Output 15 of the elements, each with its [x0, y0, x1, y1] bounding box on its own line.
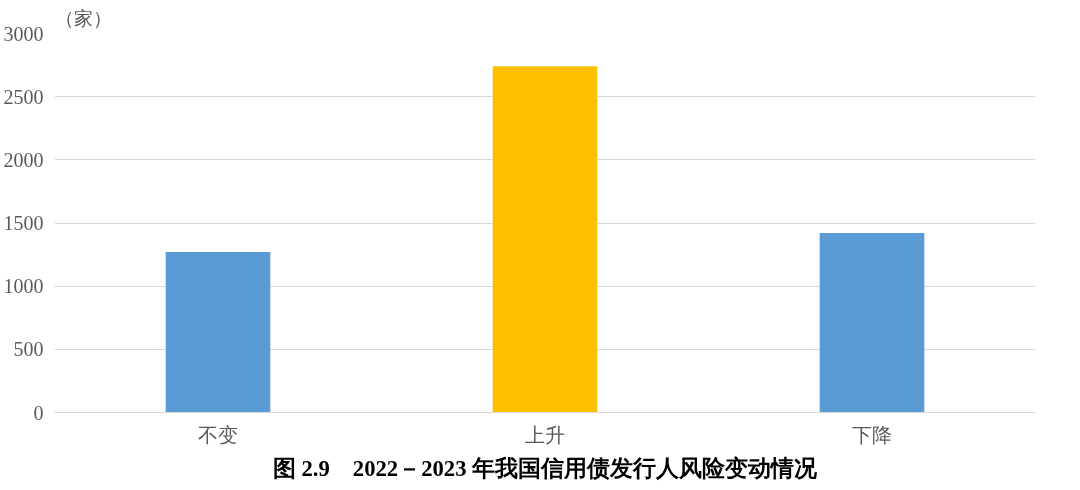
- text: 图 2.9 2022－2023 年我国信用债发行人风险变动情况: [272, 454, 819, 481]
- y-tick-label: 2000: [3, 148, 44, 171]
- y-axis-title: （家）: [54, 7, 112, 29]
- y-tick-label: 1500: [3, 212, 44, 234]
- y-tick-label: 3000: [3, 22, 44, 45]
- bar: [165, 252, 271, 413]
- bar: [492, 66, 598, 413]
- bar: [819, 233, 925, 413]
- x-tick-label: 上升: [525, 423, 565, 446]
- x-tick-label: 下降: [852, 423, 892, 446]
- y-tick-label: 500: [13, 338, 44, 361]
- y-tick-label: 0: [33, 401, 44, 424]
- y-tick-label: 1000: [3, 275, 44, 298]
- x-tick-label: 不变: [198, 423, 238, 446]
- y-tick-label: 2500: [3, 85, 44, 108]
